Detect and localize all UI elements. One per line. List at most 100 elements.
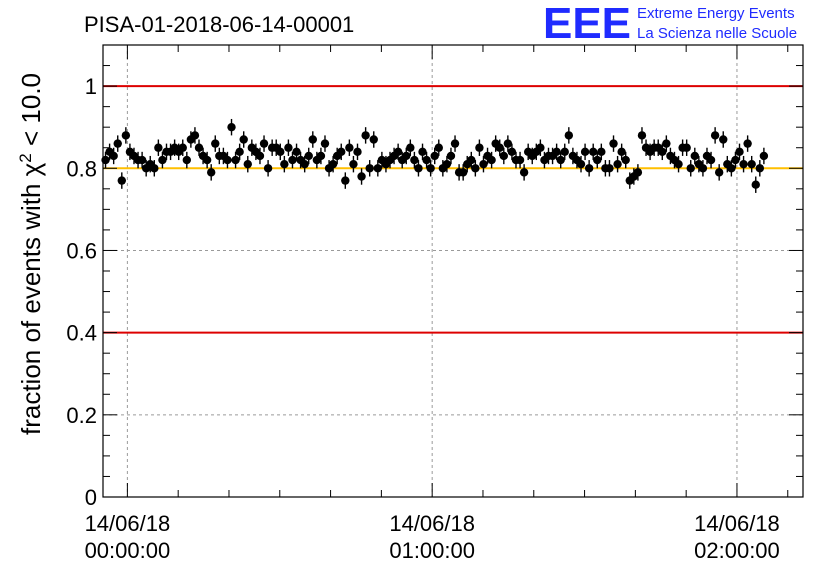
data-point [467, 155, 476, 165]
eee-logo: EEE Extreme Energy Events La Scienza nel… [543, 0, 797, 48]
data-point [621, 155, 630, 165]
data-point [755, 164, 765, 173]
x-tick-label-time: 00:00:00 [85, 538, 171, 563]
data-point [276, 147, 285, 157]
data-point [365, 164, 374, 173]
data-point [503, 139, 513, 148]
data-point [211, 139, 220, 148]
data-point [576, 159, 586, 169]
data-point [259, 139, 269, 148]
data-point [137, 155, 147, 165]
data-point [239, 135, 248, 144]
data-point [450, 139, 460, 148]
data-point [714, 168, 724, 177]
data-point [580, 147, 590, 157]
data-point [487, 155, 496, 165]
plot-area: 00.20.40.60.8114/06/1800:00:0014/06/1801… [66, 44, 804, 563]
data-point [361, 131, 370, 140]
y-axis-title-prefix: fraction of events with [16, 176, 46, 435]
data-point [178, 143, 187, 152]
data-point [430, 151, 439, 161]
data-point [536, 143, 545, 152]
data-point [609, 139, 618, 148]
data-point [727, 164, 736, 173]
data-point [719, 135, 728, 144]
data-point [434, 143, 443, 152]
data-point [182, 155, 192, 165]
data-point [593, 155, 602, 165]
data-point [410, 155, 419, 165]
data-point [442, 159, 452, 169]
data-point [735, 147, 744, 157]
data-point [158, 155, 167, 165]
data-point [458, 168, 468, 177]
data-point [113, 139, 122, 148]
y-axis-title-sup: 2 [16, 153, 35, 162]
data-point [674, 159, 683, 169]
data-point [320, 139, 330, 148]
data-point [328, 159, 338, 169]
data-point [698, 164, 708, 173]
data-point [284, 143, 293, 152]
y-tick-label: 0.8 [66, 156, 97, 181]
data-point [263, 164, 273, 173]
data-point [739, 159, 748, 169]
data-point [190, 131, 200, 140]
data-point [121, 131, 131, 140]
data-point [519, 168, 529, 177]
data-point [231, 155, 240, 165]
data-point [564, 131, 574, 140]
data-point [406, 143, 415, 152]
data-point [556, 155, 565, 165]
plot-frame [102, 44, 804, 498]
data-point [507, 147, 517, 157]
data-point [499, 151, 508, 161]
data-point [349, 159, 358, 169]
data-point [682, 143, 691, 152]
x-tick-label-date: 14/06/18 [389, 511, 475, 536]
data-point [743, 139, 752, 148]
data-point [605, 164, 614, 173]
data-point [207, 168, 216, 177]
data-point [194, 143, 204, 152]
data-point [255, 151, 265, 161]
data-point [117, 176, 126, 185]
data-point [658, 147, 667, 157]
data-point [109, 151, 118, 161]
data-point [308, 135, 317, 144]
y-tick-label: 0 [85, 485, 97, 510]
y-tick-label: 1 [85, 74, 97, 99]
data-point [243, 159, 252, 169]
data-point [223, 155, 232, 165]
data-point [345, 143, 354, 152]
x-tick-label-time: 02:00:00 [694, 538, 780, 563]
data-point [280, 159, 289, 169]
data-point [479, 159, 488, 169]
y-tick-label: 0.6 [66, 238, 97, 263]
data-point [341, 176, 350, 185]
data-point [422, 155, 431, 165]
data-point [418, 147, 427, 157]
data-point [475, 143, 484, 152]
data-point [552, 147, 561, 157]
chart-title: PISA-01-2018-06-14-00001 [84, 12, 354, 37]
data-point [471, 164, 480, 173]
y-tick-label: 0.4 [66, 321, 97, 346]
data-point [353, 147, 362, 157]
data-point [292, 147, 301, 157]
data-point [637, 131, 647, 140]
x-tick-label-date: 14/06/18 [694, 511, 780, 536]
data-point [316, 151, 326, 161]
logo-line-1: Extreme Energy Events [637, 5, 795, 22]
data-point [584, 164, 594, 173]
logo-line-2: La Scienza nelle Scuole [637, 25, 797, 42]
data-point [357, 172, 366, 181]
data-point [751, 180, 760, 189]
data-point [337, 147, 346, 157]
data-point [402, 151, 411, 161]
data-point [446, 151, 456, 161]
data-point [495, 143, 504, 152]
data-point [613, 159, 622, 169]
data-point [154, 143, 163, 152]
